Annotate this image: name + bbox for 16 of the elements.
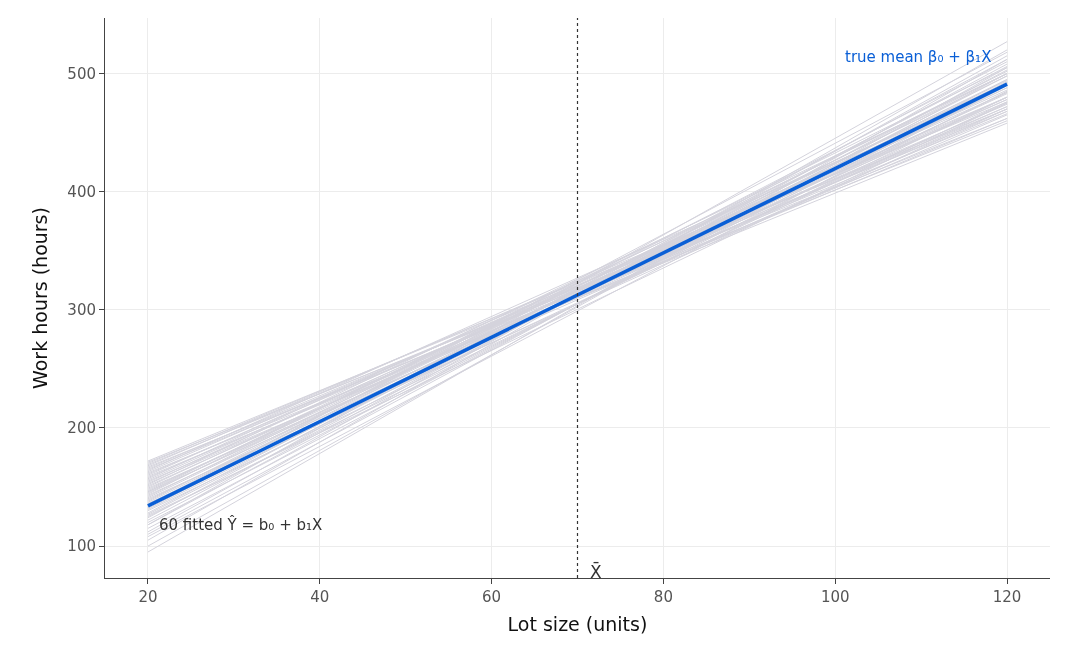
y-tick-label: 200 [67, 419, 96, 438]
y-tick-label: 100 [67, 537, 96, 556]
annotation: true mean β₀ + β₁X [845, 48, 992, 66]
x-tick-label: 20 [138, 588, 158, 606]
x-tick-label: 40 [310, 588, 330, 606]
ref-line-label: X̄ [590, 561, 602, 583]
x-tick-label: 80 [653, 588, 673, 606]
x-tick-label: 60 [482, 588, 502, 606]
y-axis-title: Work hours (hours) [29, 207, 52, 389]
x-tick-label: 100 [820, 588, 850, 606]
y-tick-label: 300 [67, 301, 96, 320]
x-axis-title: Lot size (units) [507, 612, 648, 635]
x-tick-label: 120 [992, 588, 1022, 606]
annotation: 60 fitted Ŷ = b₀ + b₁X [159, 515, 323, 534]
y-tick-label: 500 [67, 64, 96, 83]
y-tick-label: 400 [67, 182, 96, 201]
